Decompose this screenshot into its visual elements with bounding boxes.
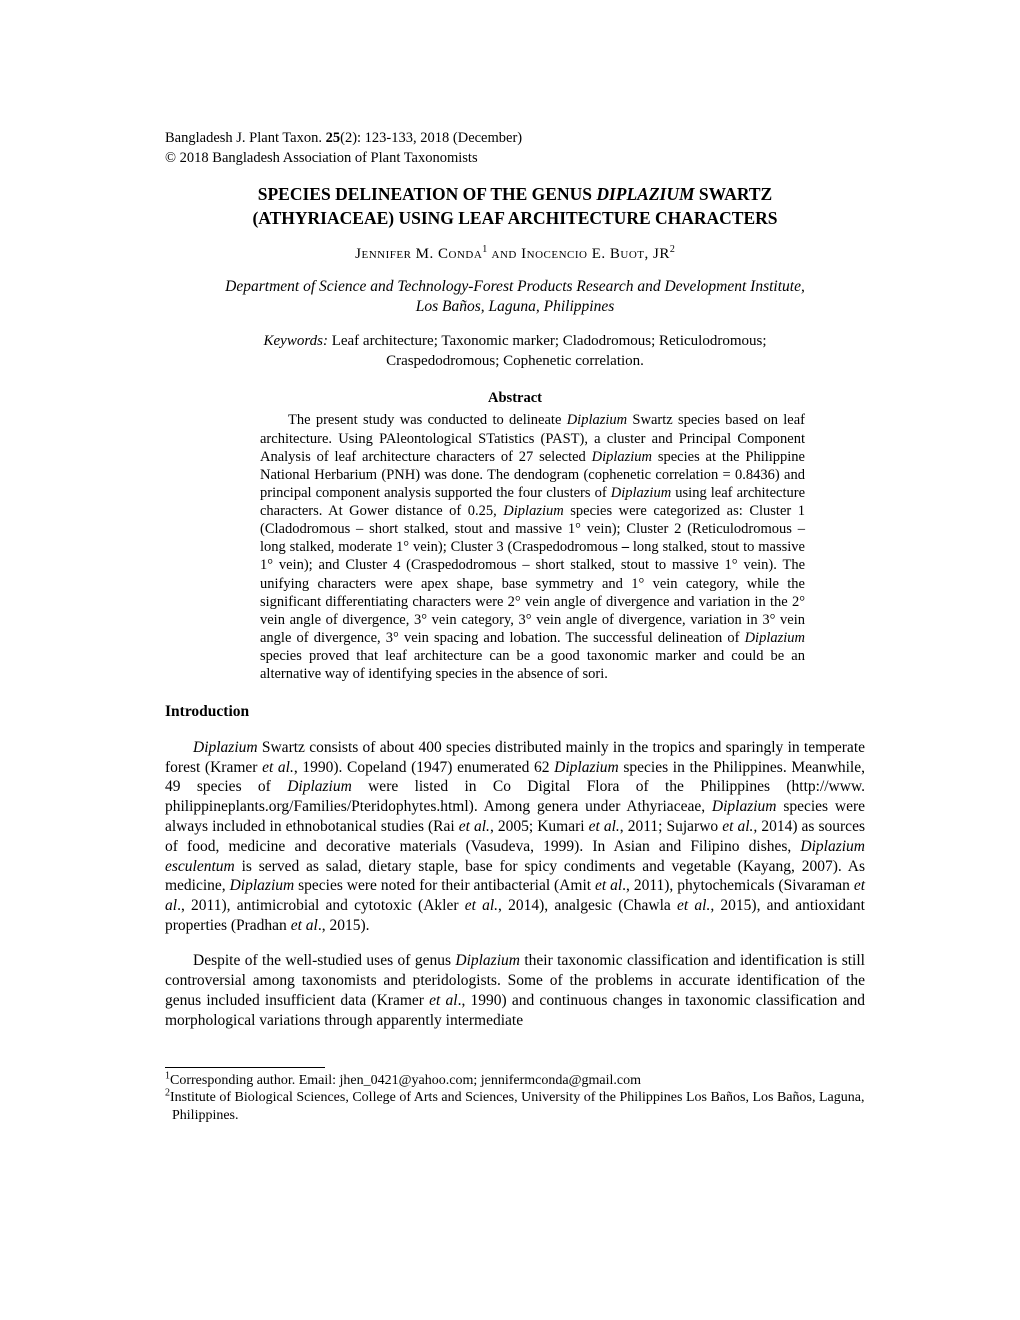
footnote-rule <box>165 1067 325 1068</box>
keywords-label: Keywords: <box>264 333 328 349</box>
journal-citation: Bangladesh J. Plant Taxon. 25(2): 123-13… <box>165 130 865 148</box>
footnote-1: 1Corresponding author. Email: jhen_0421@… <box>165 1072 865 1090</box>
authors-line: Jennifer M. Conda1 and Inocencio E. Buot… <box>165 245 865 263</box>
journal-issue: (2): 123-133, 2018 (December) <box>340 130 522 146</box>
author2-sup: 2 <box>670 244 675 255</box>
introduction-heading: Introduction <box>165 703 865 722</box>
intro-para-2: Despite of the well-studied uses of genu… <box>165 951 865 1030</box>
journal-prefix: Bangladesh J. Plant Taxon. <box>165 130 326 146</box>
affiliation: Department of Science and Technology-For… <box>165 277 865 317</box>
title-line1-post: SWARTZ <box>695 184 773 204</box>
title-line2: (ATHYRIACEAE) USING LEAF ARCHITECTURE CH… <box>252 208 777 228</box>
paper-page: Bangladesh J. Plant Taxon. 25(2): 123-13… <box>0 0 1020 1204</box>
keywords-text: Leaf architecture; Taxonomic marker; Cla… <box>328 333 767 369</box>
abstract-heading: Abstract <box>165 390 865 408</box>
intro-para-1: Diplazium Swartz consists of about 400 s… <box>165 738 865 936</box>
affiliation-line2: Los Baños, Laguna, Philippines <box>416 298 615 315</box>
keywords-block: Keywords: Leaf architecture; Taxonomic m… <box>235 331 795 372</box>
footnote-2: 2Institute of Biological Sciences, Colle… <box>165 1089 865 1124</box>
title-genus: DIPLAZIUM <box>596 184 694 204</box>
abstract-body: The present study was conducted to delin… <box>260 411 805 683</box>
journal-volume: 25 <box>326 130 341 146</box>
title-line1-pre: SPECIES DELINEATION OF THE GENUS <box>258 184 597 204</box>
affiliation-line1: Department of Science and Technology-For… <box>225 278 805 295</box>
paper-title: SPECIES DELINEATION OF THE GENUS DIPLAZI… <box>165 183 865 230</box>
copyright-line: © 2018 Bangladesh Association of Plant T… <box>165 150 865 168</box>
